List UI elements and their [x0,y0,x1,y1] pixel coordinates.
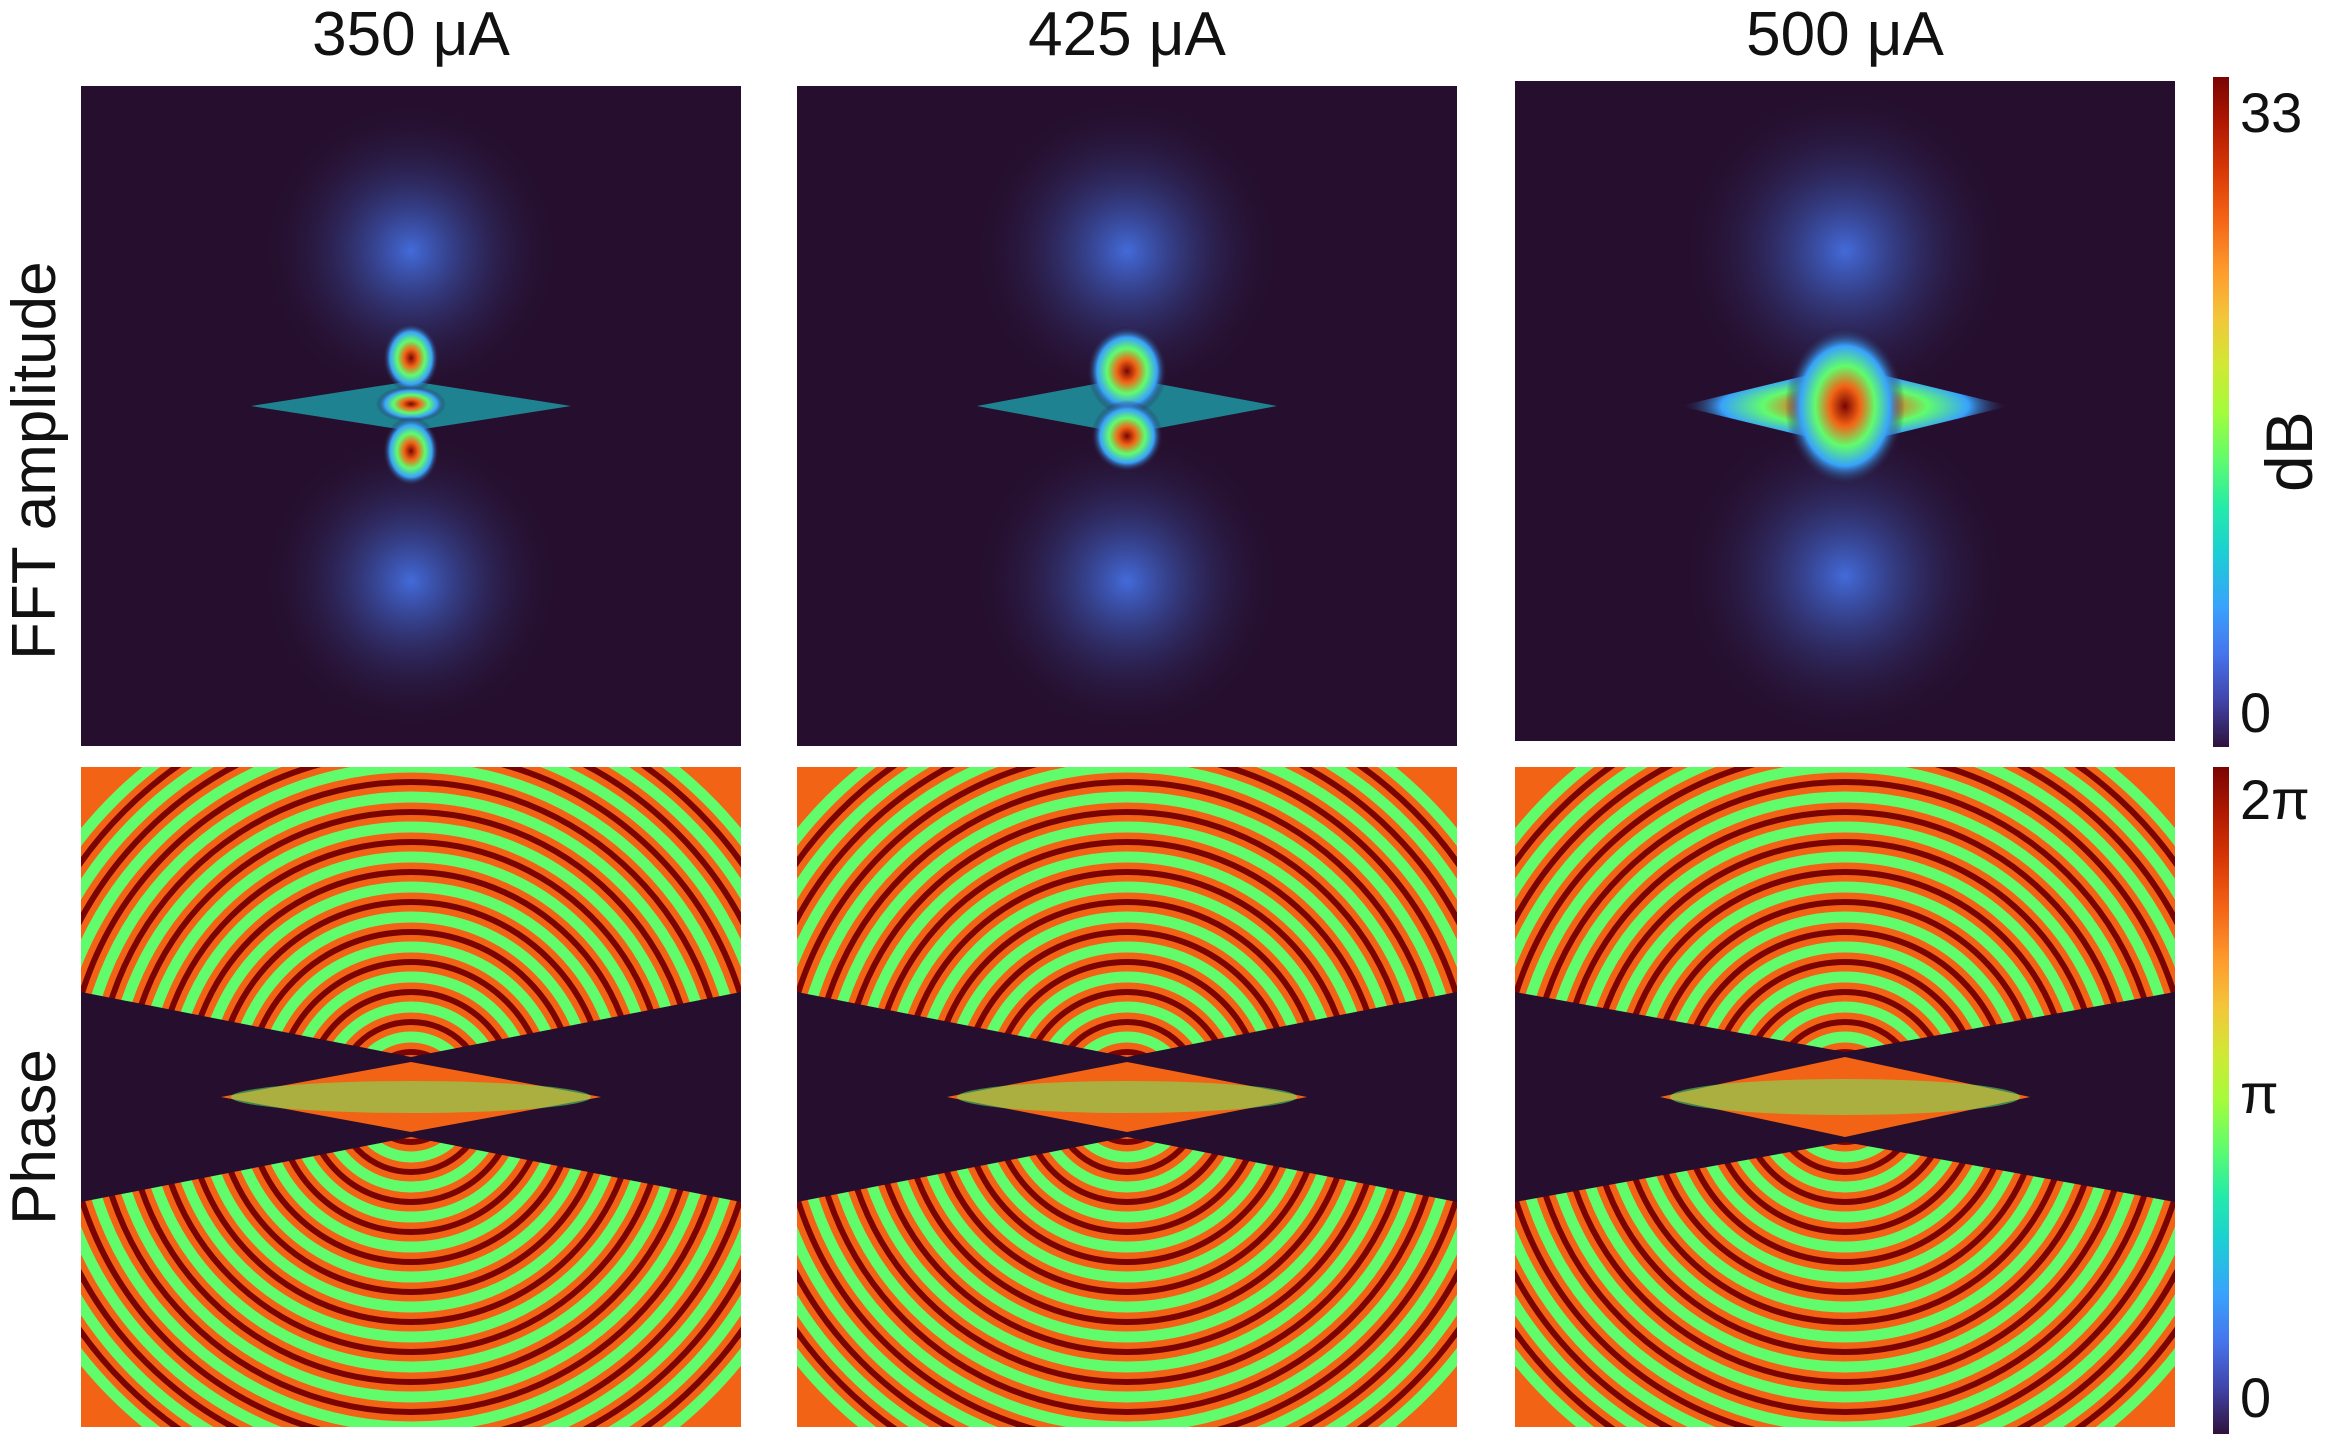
amplitude-colorbar-min: 0 [2240,681,2272,744]
column-title-500: 500 μA [1746,0,1944,69]
column-title-350: 350 μA [312,0,510,69]
column-title-425: 425 μA [1028,0,1226,69]
phase-panel-425 [797,767,1457,1427]
amplitude-colorbar [2213,77,2229,747]
phase-map-425 [797,767,1457,1427]
amplitude-map-425 [797,86,1457,746]
amplitude-colorbar-label: dB [2252,411,2326,492]
amplitude-map-350 [81,86,741,746]
row-title-fft-amplitude: FFT amplitude [0,261,69,660]
amplitude-map-500 [1515,81,2175,741]
amplitude-colorbar-max: 33 [2240,81,2303,144]
amplitude-panel-350 [81,86,741,746]
phase-colorbar [2213,767,2229,1434]
phase-colorbar-mid: π [2240,1062,2279,1125]
row-title-phase: Phase [0,1049,69,1225]
phase-panel-500 [1515,767,2175,1427]
amplitude-panel-500 [1515,81,2175,741]
amplitude-colorbar-gradient [2213,77,2229,747]
amplitude-panel-425 [797,86,1457,746]
phase-map-350 [81,767,741,1427]
phase-colorbar-gradient [2213,767,2229,1434]
phase-panel-350 [81,767,741,1427]
phase-colorbar-max: 2π [2240,768,2310,831]
phase-colorbar-min: 0 [2240,1366,2272,1429]
phase-map-500 [1515,767,2175,1427]
